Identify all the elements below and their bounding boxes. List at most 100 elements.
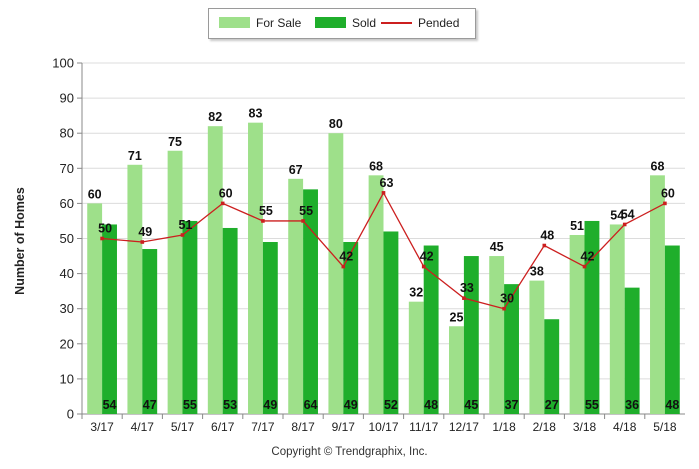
for-sale-swatch	[219, 17, 250, 28]
sold-value-label: 48	[424, 398, 438, 412]
pended-point	[140, 240, 145, 244]
sold-value-label: 36	[625, 398, 639, 412]
legend-sold-label: Sold	[352, 16, 377, 30]
data-labels: 60 54 71 47 75 55 82 53 83 49 67 64 80 49 68 52 32 48 25 45…	[88, 107, 680, 412]
copyright-footer: Copyright © Trendgraphix, Inc.	[271, 446, 428, 458]
pended-value-label: 33	[460, 281, 474, 295]
y-axis: 0 10 20 30 40 50 60 70 80 90 100	[52, 56, 83, 422]
sold-bar	[262, 242, 278, 414]
for-sale-bar	[207, 126, 223, 415]
x-tick-label: 4/17	[131, 420, 155, 434]
for-sale-value-label: 67	[289, 163, 303, 177]
bars	[87, 122, 680, 415]
for-sale-value-label: 68	[369, 159, 383, 173]
pended-point	[502, 306, 506, 311]
sold-value-label: 64	[304, 398, 318, 412]
pended-point	[421, 264, 426, 269]
sold-bar	[383, 231, 399, 414]
pended-point	[220, 201, 225, 206]
y-tick-label: 80	[60, 126, 74, 141]
legend-item-pended[interactable]: Pended	[381, 16, 459, 30]
pended-point	[100, 236, 104, 241]
legend: For Sale Sold Pended	[208, 8, 476, 39]
for-sale-bar	[328, 133, 344, 414]
for-sale-value-label: 32	[409, 286, 423, 300]
y-tick-label: 0	[67, 407, 74, 422]
pended-point	[341, 264, 346, 269]
sold-bar	[504, 284, 519, 414]
pended-line	[100, 191, 667, 311]
sold-bar	[303, 189, 318, 414]
for-sale-bar	[248, 122, 263, 415]
sold-value-label: 49	[344, 398, 358, 412]
y-tick-label: 70	[60, 161, 74, 176]
x-tick-label: 8/17	[291, 420, 315, 434]
x-tick-label: 3/17	[90, 420, 114, 434]
for-sale-bar	[569, 234, 585, 414]
for-sale-value-label: 71	[128, 149, 142, 163]
pended-value-label: 42	[420, 250, 434, 264]
pended-value-label: 48	[540, 229, 554, 243]
pended-swatch	[381, 22, 412, 24]
for-sale-value-label: 54	[610, 208, 624, 222]
sold-value-label: 52	[384, 398, 398, 412]
x-tick-label: 3/18	[573, 420, 597, 434]
for-sale-bar	[609, 224, 625, 414]
y-axis-title: Number of Homes	[13, 187, 27, 295]
for-sale-bar	[408, 301, 424, 414]
y-tick-label: 10	[60, 371, 74, 386]
legend-item-for-sale[interactable]: For Sale	[219, 16, 301, 30]
x-tick-label: 2/18	[533, 420, 557, 434]
pended-value-label: 63	[380, 176, 394, 190]
for-sale-value-label: 60	[88, 187, 102, 201]
x-tick-label: 4/18	[613, 420, 637, 434]
pended-value-label: 60	[661, 186, 675, 200]
pended-point	[462, 296, 466, 300]
x-tick-label: 7/17	[251, 420, 275, 434]
legend-pended-label: Pended	[418, 16, 460, 30]
y-tick-label: 40	[60, 266, 74, 281]
x-tick-label: 5/17	[171, 420, 195, 434]
pended-value-label: 49	[138, 225, 152, 239]
sold-value-label: 27	[545, 398, 559, 412]
sold-value-label: 53	[223, 398, 237, 412]
pended-value-label: 42	[581, 250, 595, 264]
for-sale-bar	[167, 150, 183, 414]
for-sale-bar	[288, 178, 304, 414]
sold-value-label: 48	[665, 398, 679, 412]
y-tick-label: 90	[60, 91, 74, 106]
pended-value-label: 30	[500, 292, 514, 306]
y-tick-label: 30	[60, 301, 74, 316]
sold-bar	[584, 220, 600, 414]
pended-point	[622, 222, 627, 227]
for-sale-bar	[449, 326, 464, 414]
for-sale-value-label: 83	[249, 107, 263, 121]
sold-bar	[544, 319, 560, 414]
for-sale-bar	[489, 256, 505, 414]
sold-value-label: 55	[183, 398, 197, 412]
for-sale-value-label: 75	[168, 135, 182, 149]
for-sale-value-label: 45	[490, 240, 504, 254]
x-tick-label: 9/17	[332, 420, 356, 434]
for-sale-value-label: 51	[570, 219, 584, 233]
sold-bar	[343, 242, 359, 414]
sold-bar	[182, 220, 198, 414]
sold-swatch	[315, 17, 346, 28]
pended-point	[663, 201, 667, 206]
pended-value-label: 51	[179, 218, 193, 232]
legend-item-sold[interactable]: Sold	[315, 16, 376, 30]
pended-value-label: 42	[339, 250, 353, 264]
sold-bar	[423, 245, 439, 414]
for-sale-bar	[87, 203, 103, 414]
for-sale-bar	[127, 164, 143, 414]
for-sale-bar	[650, 175, 665, 414]
sold-bar	[222, 227, 238, 414]
for-sale-value-label: 82	[208, 110, 222, 124]
sold-bar	[664, 245, 680, 414]
pended-value-label: 55	[299, 204, 313, 218]
x-tick-label: 5/18	[653, 420, 677, 434]
sold-bar	[102, 224, 117, 414]
y-tick-label: 20	[60, 336, 74, 351]
sold-value-label: 54	[103, 398, 117, 412]
